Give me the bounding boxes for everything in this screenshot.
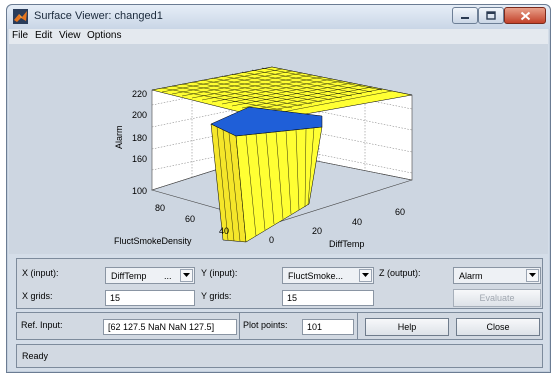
x-tick-label: 40 xyxy=(352,217,362,227)
z-axis-label: Alarm xyxy=(114,125,124,149)
chevron-down-icon xyxy=(526,269,539,282)
x-tick-label: 0 xyxy=(269,235,274,245)
window-title: Surface Viewer: changed1 xyxy=(34,10,163,22)
title-bar[interactable]: Surface Viewer: changed1 xyxy=(7,5,550,29)
x-tick-label: 60 xyxy=(395,207,405,217)
x-grids-label: X grids: xyxy=(22,291,53,301)
menu-file[interactable]: File xyxy=(12,30,29,41)
menu-options[interactable]: Options xyxy=(87,30,122,41)
reference-panel: Ref. Input: [62 127.5 NaN NaN 127.5] Plo… xyxy=(16,312,543,340)
close-icon xyxy=(520,11,530,20)
chevron-down-icon xyxy=(359,269,372,282)
plateau-mesh xyxy=(161,67,393,115)
y-grids-input[interactable]: 15 xyxy=(282,290,374,306)
panel-divider xyxy=(239,313,240,339)
close-button[interactable]: Close xyxy=(456,318,540,336)
z-tick-label: 220 xyxy=(132,89,147,99)
maximize-icon xyxy=(486,11,496,20)
minimize-button[interactable] xyxy=(452,7,478,24)
z-output-dropdown[interactable]: Alarm xyxy=(453,267,541,284)
z-output-value: Alarm xyxy=(459,271,483,281)
status-text: Ready xyxy=(22,351,49,361)
plot-area: 220 200 180 160 100 Alarm 80 60 40 Fluct… xyxy=(9,44,548,254)
help-button[interactable]: Help xyxy=(365,318,449,336)
y-input-value: FluctSmoke... xyxy=(288,271,344,281)
menu-view[interactable]: View xyxy=(59,30,81,41)
x-input-value: DiffTemp xyxy=(111,271,147,281)
minimize-icon xyxy=(461,16,469,19)
pit-front-right-wall xyxy=(235,126,323,243)
ref-input-label: Ref. Input: xyxy=(21,320,63,330)
chevron-down-icon xyxy=(180,269,193,282)
pit-wall-mesh xyxy=(216,126,315,242)
surface-plot[interactable]: 220 200 180 160 100 Alarm 80 60 40 Fluct… xyxy=(9,44,548,254)
ref-input-field[interactable]: [62 127.5 NaN NaN 127.5] xyxy=(103,319,237,335)
menu-bar: File Edit View Options xyxy=(9,29,548,44)
x-tick-label: 20 xyxy=(312,226,322,236)
panel-divider xyxy=(357,313,358,339)
status-bar: Ready xyxy=(16,344,543,368)
y-input-dropdown[interactable]: FluctSmoke... xyxy=(282,267,374,284)
window-close-button[interactable] xyxy=(504,7,546,24)
z-axis: 220 200 180 160 100 Alarm xyxy=(114,89,147,196)
y-tick-label: 80 xyxy=(155,203,165,213)
z-tick-label: 160 xyxy=(132,154,147,164)
z-tick-label: 180 xyxy=(132,133,147,143)
surface-plateau xyxy=(151,66,413,121)
x-input-more: ... xyxy=(164,271,172,281)
matlab-icon xyxy=(13,9,28,24)
axis-selection-panel: X (input): DiffTemp ... Y (input): Fluct… xyxy=(16,258,543,309)
y-grids-label: Y grids: xyxy=(201,291,232,301)
x-axis-label: DiffTemp xyxy=(329,239,364,249)
evaluate-button[interactable]: Evaluate xyxy=(453,289,541,307)
plot-points-input[interactable]: 101 xyxy=(302,319,354,335)
z-output-label: Z (output): xyxy=(379,268,421,278)
y-tick-label: 60 xyxy=(185,214,195,224)
y-axis: 80 60 40 FluctSmokeDensity xyxy=(114,203,229,246)
x-input-label: X (input): xyxy=(22,268,59,278)
x-input-dropdown[interactable]: DiffTemp ... xyxy=(105,267,195,284)
y-input-label: Y (input): xyxy=(201,268,238,278)
surface-viewer-window: Surface Viewer: changed1 File Edit View … xyxy=(6,4,551,373)
y-axis-label: FluctSmokeDensity xyxy=(114,236,192,246)
x-axis: 0 20 40 60 DiffTemp xyxy=(269,207,405,249)
x-grids-input[interactable]: 15 xyxy=(105,290,195,306)
menu-edit[interactable]: Edit xyxy=(35,30,53,41)
plot-points-label: Plot points: xyxy=(243,320,288,330)
y-tick-label: 40 xyxy=(219,226,229,236)
maximize-button[interactable] xyxy=(478,7,504,24)
z-tick-label: 100 xyxy=(132,186,147,196)
z-tick-label: 200 xyxy=(132,110,147,120)
surface-top-cap xyxy=(210,106,323,137)
